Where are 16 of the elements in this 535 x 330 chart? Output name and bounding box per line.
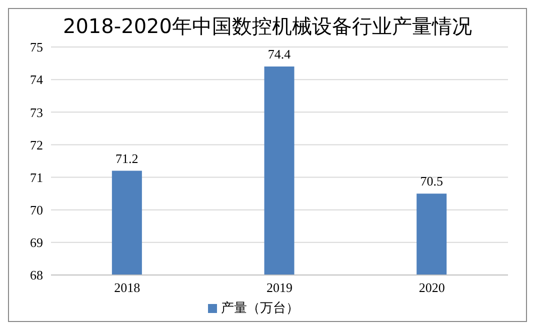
y-tick-label: 72 (30, 137, 43, 152)
chart-title: 2018-2020年中国数控机械设备行业产量情况 (62, 13, 473, 39)
y-tick-label: 68 (30, 268, 43, 283)
y-tick-label: 74 (30, 72, 44, 88)
y-tick-label: 69 (30, 235, 43, 250)
legend-label: 产量（万台） (221, 301, 299, 316)
data-label: 71.2 (116, 150, 138, 166)
y-tick-label: 73 (30, 104, 43, 120)
data-label: 74.4 (268, 46, 292, 62)
y-tick-label: 70 (30, 202, 43, 218)
x-tick-label: 2019 (266, 280, 292, 296)
y-tick-label: 75 (30, 40, 43, 55)
x-tick-label: 2020 (418, 280, 445, 296)
y-tick-label: 71 (30, 170, 43, 185)
x-tick-label: 2018 (114, 280, 140, 296)
data-label: 70.5 (420, 174, 443, 189)
